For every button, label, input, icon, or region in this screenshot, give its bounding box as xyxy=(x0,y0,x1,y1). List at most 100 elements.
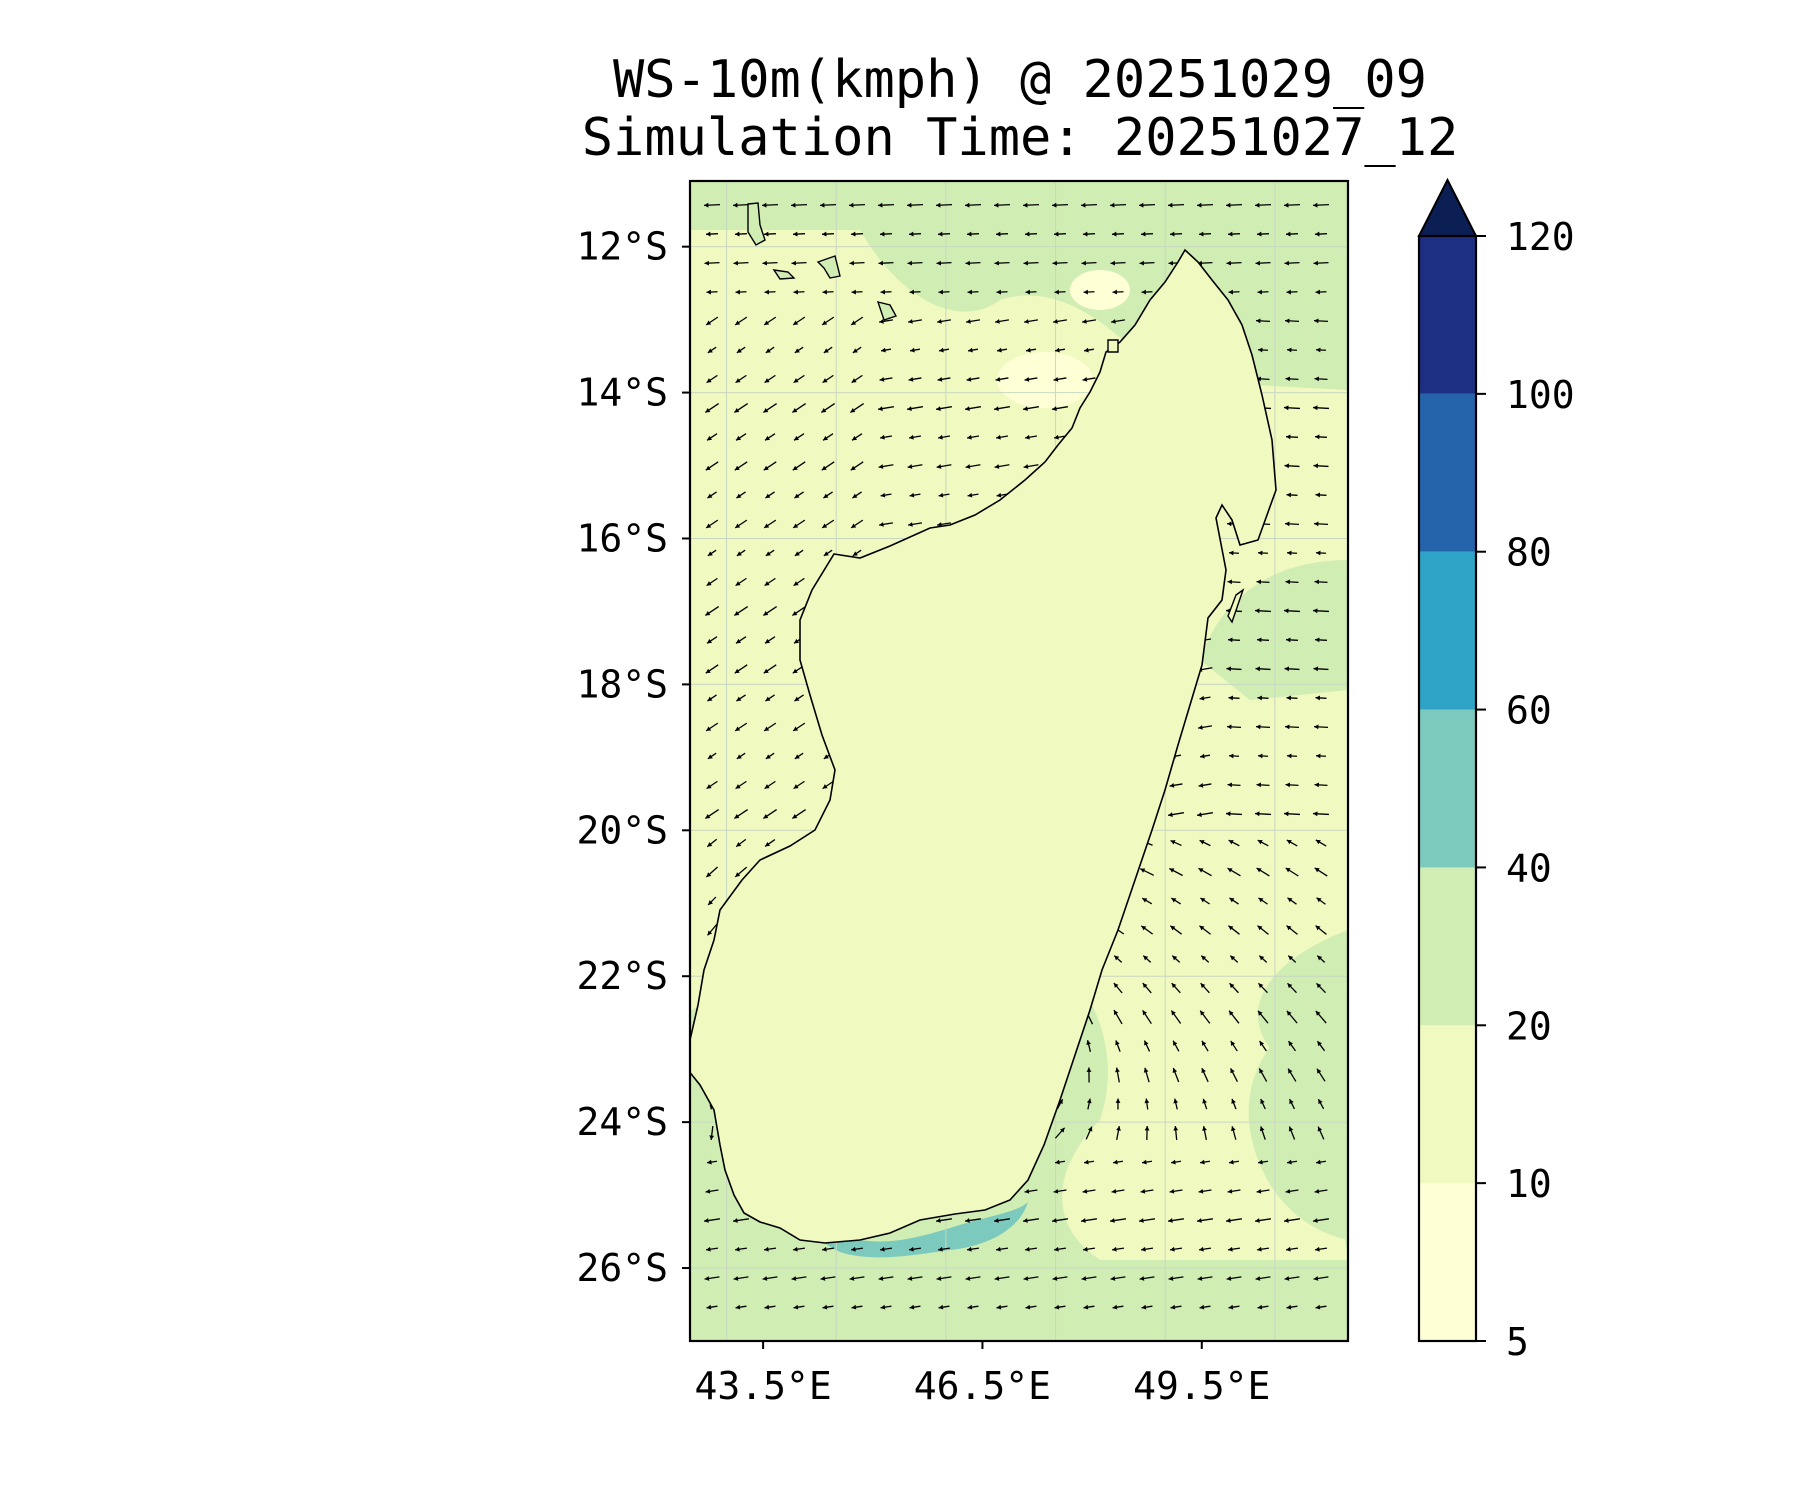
wind-vector-head xyxy=(1315,1010,1321,1016)
wind-vector-head xyxy=(1113,982,1119,988)
wind-vector-head xyxy=(849,1276,855,1281)
wind-vector-head xyxy=(849,202,854,208)
wind-vector-head xyxy=(705,611,711,616)
wind-vector-head xyxy=(705,668,711,674)
wind-vector-head xyxy=(1257,1304,1263,1310)
wind-vector-head xyxy=(851,320,857,325)
wind-vector-head xyxy=(852,348,858,353)
wind-vector-head xyxy=(1083,1246,1088,1252)
colorbar-segment xyxy=(1419,393,1476,552)
wind-vector-head xyxy=(1286,231,1291,237)
wind-vector-head xyxy=(764,378,770,383)
wind-vector-head xyxy=(1202,1126,1207,1131)
wind-vector-head xyxy=(1227,782,1233,788)
wind-vector-head xyxy=(821,465,827,471)
wind-vector-head xyxy=(938,1304,944,1310)
wind-vector-head xyxy=(1082,1188,1088,1194)
wind-vector-head xyxy=(793,289,799,295)
wind-vector-head xyxy=(822,320,828,325)
wind-vector-head xyxy=(1197,812,1202,817)
wind-vector-head xyxy=(995,376,1001,382)
wind-vector-head xyxy=(1316,347,1321,353)
colorbar-tick-label: 120 xyxy=(1506,215,1575,259)
wind-vector-head xyxy=(1284,202,1289,208)
colorbar-extend-arrow xyxy=(1417,177,1478,237)
wind-vector-head xyxy=(1227,521,1232,527)
wind-vector-head xyxy=(1286,492,1292,498)
wind-vector-head xyxy=(1024,376,1030,382)
wind-vector-head xyxy=(1229,753,1234,759)
wind-vector-head xyxy=(1112,1304,1118,1310)
wind-vector-head xyxy=(706,231,711,237)
wind-vector-head xyxy=(1023,464,1029,469)
wind-vector-head xyxy=(1315,695,1321,701)
wind-vector-head xyxy=(1052,406,1057,411)
wind-vector-head xyxy=(1228,637,1233,643)
wind-vector-head xyxy=(1173,1040,1178,1046)
wind-vector-head xyxy=(996,492,1002,498)
wind-vector-head xyxy=(735,581,741,586)
wind-vector-head xyxy=(1116,1126,1121,1131)
wind-vector-head xyxy=(793,1304,799,1310)
wind-vector-head xyxy=(1115,1040,1120,1046)
wind-vector-head xyxy=(1316,753,1321,759)
wind-vector-head xyxy=(1141,925,1147,931)
wind-vector-head xyxy=(734,814,740,819)
wind-vector-head xyxy=(1258,347,1263,353)
wind-vector-head xyxy=(794,638,799,644)
wind-vector-head xyxy=(965,406,970,411)
wind-vector-head xyxy=(1171,898,1177,903)
wind-vector-head xyxy=(704,202,709,208)
wind-vector-head xyxy=(1258,1159,1263,1165)
wind-vector-head xyxy=(707,493,713,499)
wind-vector-head xyxy=(1255,608,1260,614)
wind-vector-head xyxy=(764,581,770,586)
wind-vector-head xyxy=(764,726,770,731)
wind-vector-head xyxy=(1315,1246,1320,1252)
wind-vector-head xyxy=(1256,1188,1262,1194)
wind-vector-head xyxy=(1259,1126,1265,1132)
wind-vector-head xyxy=(1110,260,1116,266)
wind-vector-head xyxy=(936,464,942,469)
wind-vector-head xyxy=(1143,955,1149,961)
wind-vector-head xyxy=(823,551,829,556)
wind-vector-head xyxy=(909,231,914,237)
wind-vector-head xyxy=(1315,637,1320,643)
lat-tick-label: 12°S xyxy=(576,225,668,269)
wind-vector-head xyxy=(1199,231,1204,237)
wind-vector-head xyxy=(736,435,741,441)
wind-vector-head xyxy=(1023,406,1028,411)
wind-vector-head xyxy=(1081,202,1086,208)
wind-vector-head xyxy=(936,1218,941,1223)
wind-vector-head xyxy=(1315,289,1321,295)
wind-vector-head xyxy=(1287,897,1293,903)
wind-vector-head xyxy=(967,1246,972,1252)
wind-vector-head xyxy=(794,754,800,759)
wind-vector-head xyxy=(823,493,829,499)
wind-vector-head xyxy=(1115,1067,1120,1073)
wind-vector-head xyxy=(1086,1098,1092,1104)
wind-vector-head xyxy=(706,784,712,789)
wind-vector-head xyxy=(1200,1159,1205,1165)
wind-vector-head xyxy=(1228,1304,1234,1310)
wind-vector-head xyxy=(1228,695,1234,701)
wind-vector-head xyxy=(736,754,742,759)
lat-tick-label: 26°S xyxy=(576,1246,668,1290)
wind-vector-head xyxy=(994,260,1000,266)
wind-vector-head xyxy=(1170,1246,1175,1252)
lat-tick-label: 18°S xyxy=(576,662,668,706)
wind-vector-head xyxy=(821,408,827,413)
wind-vector-head xyxy=(1257,289,1263,295)
wind-vector-head xyxy=(1052,202,1057,208)
wind-vector-head xyxy=(938,289,944,295)
wind-vector-head xyxy=(996,289,1002,295)
wind-vector-head xyxy=(1198,1188,1204,1194)
wind-vector-head xyxy=(1170,231,1175,237)
wind-vector-head xyxy=(1144,1040,1149,1046)
wind-vector-head xyxy=(967,492,973,498)
wind-vector-head xyxy=(939,347,944,353)
colorbar-tick-label: 10 xyxy=(1506,1162,1552,1206)
wind-vector-head xyxy=(1168,260,1174,266)
comoros-island xyxy=(747,202,766,246)
wind-vector-head xyxy=(736,493,742,499)
